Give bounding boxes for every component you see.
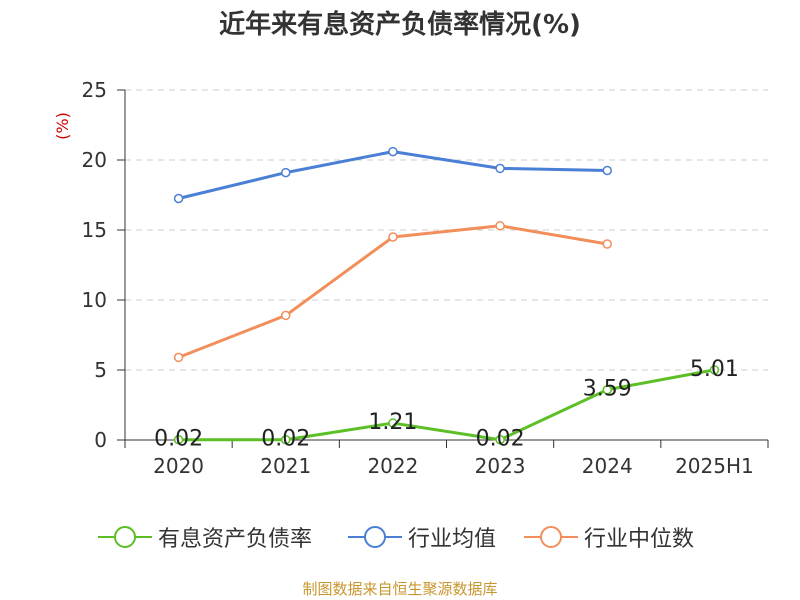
legend-item-2[interactable]: 行业中位数 bbox=[522, 520, 694, 554]
y-tick-label: 25 bbox=[82, 78, 107, 102]
legend-label: 行业中位数 bbox=[584, 527, 695, 552]
data-label: 5.01 bbox=[690, 357, 739, 382]
x-tick-label: 2023 bbox=[475, 454, 526, 478]
x-tick-label: 2020 bbox=[153, 454, 204, 478]
series-line-1 bbox=[178, 150, 608, 200]
legend-item-0[interactable]: 有息资产负债率 bbox=[96, 520, 312, 554]
series-line-0 bbox=[178, 368, 715, 442]
data-label: 0.02 bbox=[154, 427, 203, 452]
data-point-1 bbox=[173, 193, 184, 204]
data-label: 3.59 bbox=[583, 377, 632, 402]
data-point-0 bbox=[495, 434, 505, 445]
y-axis-label: (%) bbox=[53, 112, 72, 140]
data-point-0 bbox=[173, 434, 184, 445]
y-tick-label: 5 bbox=[94, 358, 107, 382]
data-point-1 bbox=[495, 163, 505, 174]
data-point-2 bbox=[602, 239, 612, 249]
y-tick-label: 10 bbox=[82, 288, 107, 312]
legend-label: 有息资产负债率 bbox=[158, 527, 313, 552]
legend-swatch-0 bbox=[98, 526, 152, 548]
data-labels: 0.02 0.02 1.21 0.02 3.59 5.01 bbox=[154, 357, 739, 452]
data-point-2 bbox=[173, 352, 184, 363]
chart-title: 近年来有息资产负债率情况(%) bbox=[219, 10, 581, 40]
x-tick-label: 2024 bbox=[582, 454, 633, 478]
data-label: 1.21 bbox=[368, 410, 417, 435]
data-point-1 bbox=[602, 165, 612, 176]
y-tick-label: 15 bbox=[82, 218, 107, 242]
x-tick-label: 2021 bbox=[260, 454, 311, 478]
source-note: 制图数据来自恒生聚源数据库 bbox=[302, 580, 498, 598]
data-point-2 bbox=[281, 310, 291, 321]
data-point-2 bbox=[495, 221, 505, 231]
x-tick-label: 2025H1 bbox=[675, 454, 754, 478]
data-point-1 bbox=[281, 167, 291, 178]
legend-item-1[interactable]: 行业均值 bbox=[346, 520, 496, 554]
data-point-2 bbox=[388, 232, 398, 242]
series-group bbox=[173, 146, 720, 445]
data-point-0 bbox=[388, 418, 398, 428]
data-point-0 bbox=[602, 384, 612, 395]
data-label: 0.02 bbox=[476, 427, 525, 452]
legend-swatch-2 bbox=[524, 526, 578, 548]
x-tick-label: 2022 bbox=[367, 454, 418, 478]
data-point-0 bbox=[709, 365, 720, 375]
legend-swatch-1 bbox=[348, 526, 402, 548]
legend: 有息资产负债率 行业均值 行业中位数 bbox=[0, 520, 800, 554]
y-tick-label: 0 bbox=[94, 428, 107, 452]
data-label: 0.02 bbox=[261, 427, 310, 452]
legend-label: 行业均值 bbox=[408, 527, 497, 552]
series-line-2 bbox=[178, 224, 608, 359]
data-point-0 bbox=[281, 434, 291, 445]
y-tick-label: 20 bbox=[82, 148, 107, 172]
axes: 0 5 10 15 20 25 2020 2021 2022 2023 2024 2025H1 bbox=[82, 78, 769, 478]
data-point-1 bbox=[388, 146, 398, 157]
